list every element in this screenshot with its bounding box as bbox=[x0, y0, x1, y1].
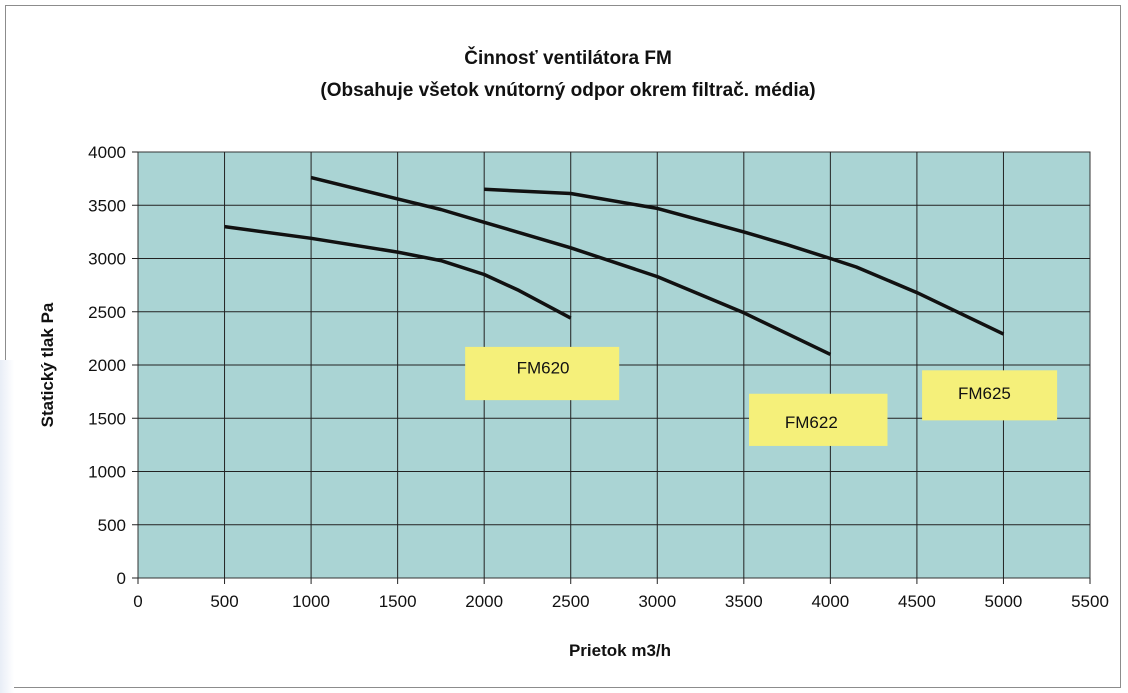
x-tick-label: 0 bbox=[133, 592, 142, 611]
side-shade bbox=[0, 360, 14, 693]
y-tick-labels: 0 500 1000 1500 2000 2500 3000 3500 4000 bbox=[88, 143, 126, 588]
y-tick-label: 1500 bbox=[88, 409, 126, 428]
series-label-fm620: FM620 bbox=[517, 359, 570, 378]
x-tick-label: 2500 bbox=[552, 592, 590, 611]
x-tick-label: 5500 bbox=[1071, 592, 1109, 611]
series-label-fm625: FM625 bbox=[958, 384, 1011, 403]
series-line-fm622 bbox=[310, 175, 832, 356]
x-axis-title: Prietok m3/h bbox=[569, 641, 671, 660]
y-tick-label: 2000 bbox=[88, 356, 126, 375]
series-label-box-fm622 bbox=[749, 393, 888, 446]
x-tick-label: 4500 bbox=[898, 592, 936, 611]
x-tick-label: 2000 bbox=[465, 592, 503, 611]
y-tick-label: 500 bbox=[98, 516, 126, 535]
axes bbox=[132, 151, 1091, 584]
series-labels: FM620 FM622 FM625 bbox=[465, 346, 1058, 446]
x-tick-label: 4000 bbox=[811, 592, 849, 611]
series-line-fm620 bbox=[224, 224, 572, 320]
x-tick-label: 5000 bbox=[985, 592, 1023, 611]
x-tick-label: 3000 bbox=[638, 592, 676, 611]
y-tick-label: 4000 bbox=[88, 143, 126, 162]
x-tick-label: 1000 bbox=[292, 592, 330, 611]
chart-title: Činnosť ventilátora FM bbox=[464, 47, 672, 69]
y-tick-label: 1000 bbox=[88, 463, 126, 482]
chart-subtitle: (Obsahuje všetok vnútorný odpor okrem fi… bbox=[320, 80, 815, 101]
y-tick-label: 0 bbox=[117, 569, 126, 588]
x-tick-label: 1500 bbox=[379, 592, 417, 611]
series-line-fm625 bbox=[484, 187, 1005, 336]
x-tick-label: 3500 bbox=[725, 592, 763, 611]
x-tick-label: 500 bbox=[210, 592, 238, 611]
x-tick-labels: 0 500 1000 1500 2000 2500 3000 3500 4000 4500 5000… bbox=[133, 592, 1109, 611]
y-tick-label: 3500 bbox=[88, 196, 126, 215]
y-axis-title: Statický tlak Pa bbox=[38, 302, 57, 427]
y-tick-label: 3000 bbox=[88, 250, 126, 269]
series-label-fm622: FM622 bbox=[785, 413, 838, 432]
series-label-box-fm620 bbox=[465, 346, 620, 401]
series-lines bbox=[224, 175, 1005, 356]
y-tick-label: 2500 bbox=[88, 303, 126, 322]
series-label-box-fm625 bbox=[922, 370, 1058, 421]
